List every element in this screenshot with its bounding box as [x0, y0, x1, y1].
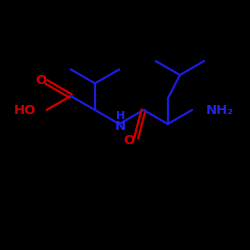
- Text: N: N: [115, 120, 126, 132]
- Text: H: H: [116, 111, 125, 121]
- Text: NH₂: NH₂: [206, 104, 234, 117]
- Text: HO: HO: [14, 104, 36, 118]
- Text: O: O: [124, 134, 135, 146]
- Text: O: O: [35, 74, 46, 88]
